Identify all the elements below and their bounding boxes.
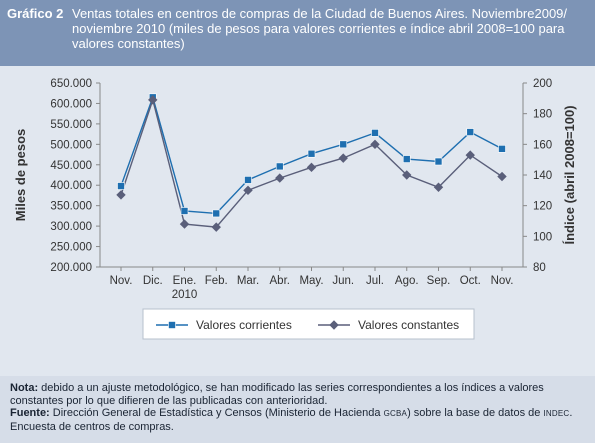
x-tick-label: Abr. xyxy=(270,275,290,287)
x-tick-label: Ago. xyxy=(395,275,419,287)
chart-title: Ventas totales en centros de compras de … xyxy=(72,6,568,51)
x-tick-label: Nov. xyxy=(491,275,514,287)
y-tick-label: 400.000 xyxy=(50,180,92,192)
legend-marker-corrientes xyxy=(168,321,176,329)
point-corrientes xyxy=(371,129,379,137)
y-tick-label: 200.000 xyxy=(50,262,92,274)
y-tick-label: 250.000 xyxy=(50,242,92,254)
right-y-ticks: 200 180 160 140 120 100 80 xyxy=(523,78,552,274)
legend-marker-constantes xyxy=(329,320,339,330)
x-tick-label: Mar. xyxy=(237,275,259,287)
point-constantes xyxy=(497,171,507,182)
point-corrientes xyxy=(402,155,411,163)
y2-tick-label: 80 xyxy=(533,262,546,274)
series-lines xyxy=(120,94,503,228)
y-axis-title: Miles de pesos xyxy=(13,129,28,221)
point-constantes xyxy=(433,182,444,192)
y-tick-label: 500.000 xyxy=(50,139,92,151)
point-constantes xyxy=(148,95,158,105)
y2-tick-label: 180 xyxy=(533,109,552,121)
y2-tick-label: 120 xyxy=(533,201,552,213)
y-tick-label: 550.000 xyxy=(50,119,92,131)
figure-label: Gráfico 2 xyxy=(7,6,64,21)
y-tick-label: 450.000 xyxy=(50,160,92,172)
x-tick-label: Oct. xyxy=(460,275,481,287)
y-tick-label: 350.000 xyxy=(50,201,92,213)
point-constantes xyxy=(402,170,412,180)
point-constantes xyxy=(306,162,317,173)
point-corrientes xyxy=(244,176,252,184)
x-tick-label: Dic. xyxy=(143,275,163,287)
point-constantes xyxy=(211,222,221,232)
point-corrientes xyxy=(180,207,189,215)
x-tick-label: Jul. xyxy=(366,275,384,287)
y2-tick-label: 160 xyxy=(533,139,552,151)
point-constantes xyxy=(370,139,380,150)
point-corrientes xyxy=(434,157,443,166)
point-constantes xyxy=(116,190,126,200)
point-corrientes xyxy=(117,182,125,190)
note: Nota: debido a un ajuste metodológico, s… xyxy=(10,382,544,407)
point-corrientes xyxy=(307,149,316,158)
point-constantes xyxy=(465,150,475,160)
x-tick-label: Nov. xyxy=(110,275,133,287)
point-corrientes xyxy=(466,128,475,136)
y2-tick-label: 200 xyxy=(533,78,552,90)
y2-tick-label: 100 xyxy=(533,231,552,243)
y2-tick-label: 140 xyxy=(533,170,552,182)
plot-area: 650.000 600.000 550.000 500.000 450.000 400.0… xyxy=(8,67,587,375)
y2-axis-title: Índice (abril 2008=100) xyxy=(562,105,577,244)
line-chart: 650.000 600.000 550.000 500.000 450.000 400.0… xyxy=(13,78,577,340)
x-ticks: Nov. Dic. Ene. 2010 Feb. Mar. Abr. May. Jun. Jul.… xyxy=(110,267,514,301)
chart-footer: Nota: debido a un ajuste metodológico, s… xyxy=(0,376,595,443)
series-markers xyxy=(116,93,507,232)
point-constantes xyxy=(179,219,190,229)
point-corrientes xyxy=(275,162,284,171)
point-constantes xyxy=(275,173,285,183)
legend-label: Valores corrientes xyxy=(196,318,292,332)
source: Fuente: Dirección General de Estadística… xyxy=(10,407,573,433)
x-tick-label: Feb. xyxy=(205,275,228,287)
point-corrientes xyxy=(498,145,506,153)
chart-header: Gráfico 2 Ventas totales en centros de c… xyxy=(0,0,595,66)
legend: Valores corrientes Valores constantes xyxy=(142,308,475,340)
y-tick-label: 300.000 xyxy=(50,221,92,233)
point-constantes xyxy=(338,153,348,163)
x-tick-label: Jun. xyxy=(332,275,354,287)
point-corrientes xyxy=(339,140,348,149)
x-tick-label: May. xyxy=(299,275,323,287)
point-corrientes xyxy=(212,209,221,218)
point-constantes xyxy=(243,185,253,196)
legend-label: Valores constantes xyxy=(358,318,459,332)
legend-box xyxy=(142,308,475,340)
y-tick-label: 600.000 xyxy=(50,98,92,110)
x-tick-label: Sep. xyxy=(427,275,451,287)
x-tick-label: Ene. 2010 xyxy=(172,275,198,301)
left-y-ticks: 650.000 600.000 550.000 500.000 450.000 400.0… xyxy=(50,78,100,274)
y-tick-label: 650.000 xyxy=(50,78,92,90)
